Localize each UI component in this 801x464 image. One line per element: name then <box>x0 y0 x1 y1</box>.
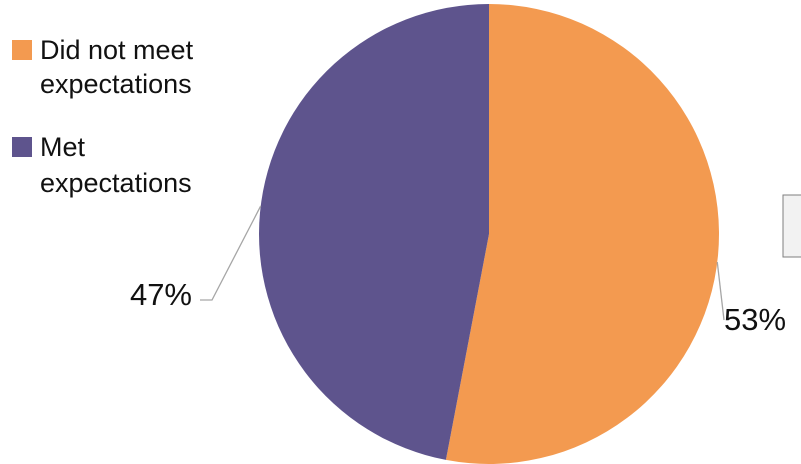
pie-slice-met <box>259 4 489 460</box>
legend-label-met-line-2: expectations <box>40 168 192 198</box>
legend-swatch-did-not-meet <box>12 40 32 60</box>
pie-slices <box>259 4 719 464</box>
data-label-met: 47% <box>130 277 192 312</box>
leader-line-met <box>200 205 262 301</box>
side-panel-box <box>782 194 801 258</box>
pie-slice-did-not-meet <box>445 4 719 464</box>
data-labels: 53% 47% <box>130 277 786 337</box>
legend-label-did-not-meet-line-2: expectations <box>40 69 192 99</box>
legend: Did not meet expectations Met expectations <box>12 35 194 198</box>
legend-label-met-line-1: Met <box>40 132 86 162</box>
legend-swatch-met <box>12 137 32 157</box>
legend-label-did-not-meet-line-1: Did not meet <box>40 35 194 65</box>
leader-line-did-not-meet <box>716 261 725 321</box>
data-label-did-not-meet: 53% <box>724 302 786 337</box>
leader-lines <box>200 205 725 321</box>
